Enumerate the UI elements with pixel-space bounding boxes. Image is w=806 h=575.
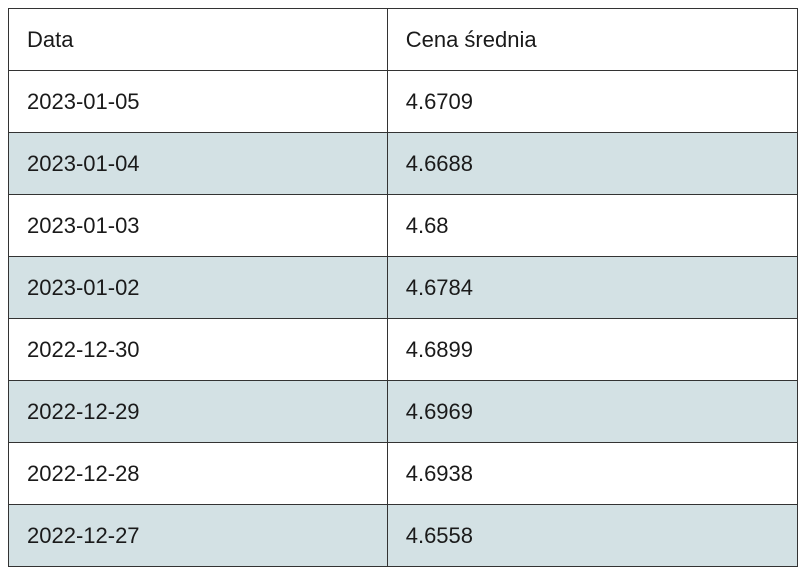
table-row: 2022-12-30 4.6899 xyxy=(9,319,798,381)
column-header-price: Cena średnia xyxy=(387,9,797,71)
cell-date: 2022-12-27 xyxy=(9,505,388,567)
table-row: 2022-12-27 4.6558 xyxy=(9,505,798,567)
table-row: 2023-01-03 4.68 xyxy=(9,195,798,257)
cell-price: 4.6899 xyxy=(387,319,797,381)
table-row: 2022-12-29 4.6969 xyxy=(9,381,798,443)
table-row: 2023-01-05 4.6709 xyxy=(9,71,798,133)
cell-date: 2022-12-30 xyxy=(9,319,388,381)
table-row: 2022-12-28 4.6938 xyxy=(9,443,798,505)
cell-price: 4.6969 xyxy=(387,381,797,443)
cell-price: 4.6938 xyxy=(387,443,797,505)
cell-price: 4.6558 xyxy=(387,505,797,567)
cell-price: 4.68 xyxy=(387,195,797,257)
table-header-row: Data Cena średnia xyxy=(9,9,798,71)
cell-price: 4.6709 xyxy=(387,71,797,133)
cell-price: 4.6688 xyxy=(387,133,797,195)
cell-date: 2023-01-05 xyxy=(9,71,388,133)
table-row: 2023-01-02 4.6784 xyxy=(9,257,798,319)
cell-date: 2022-12-28 xyxy=(9,443,388,505)
cell-price: 4.6784 xyxy=(387,257,797,319)
exchange-rate-table: Data Cena średnia 2023-01-05 4.6709 2023… xyxy=(8,8,798,567)
cell-date: 2023-01-03 xyxy=(9,195,388,257)
exchange-rate-table-container: Data Cena średnia 2023-01-05 4.6709 2023… xyxy=(8,8,798,567)
cell-date: 2023-01-02 xyxy=(9,257,388,319)
table-row: 2023-01-04 4.6688 xyxy=(9,133,798,195)
cell-date: 2022-12-29 xyxy=(9,381,388,443)
cell-date: 2023-01-04 xyxy=(9,133,388,195)
column-header-date: Data xyxy=(9,9,388,71)
